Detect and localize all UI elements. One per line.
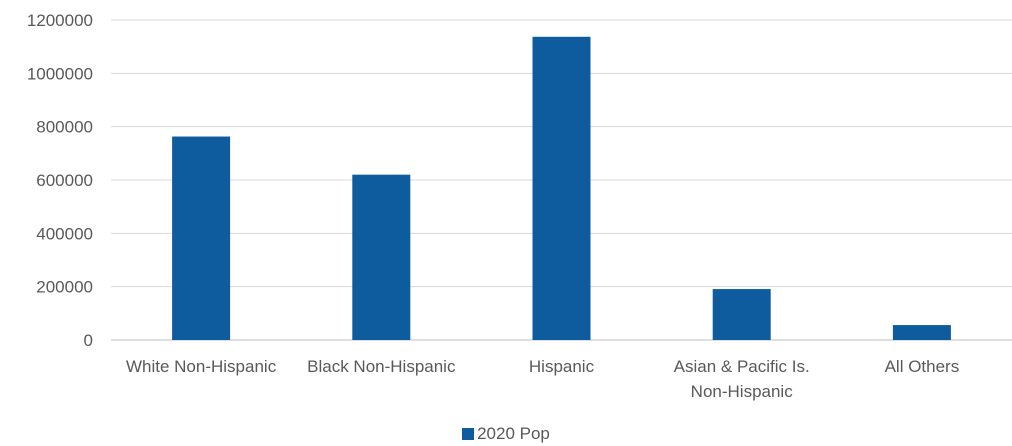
x-tick-label: Black Non-Hispanic	[307, 357, 456, 376]
bar	[352, 174, 411, 340]
x-tick-label: All Others	[885, 357, 960, 376]
y-tick-label: 0	[84, 331, 93, 350]
x-axis-tick-labels: White Non-Hispanic Black Non-Hispanic Hisp…	[126, 357, 959, 401]
x-tick-label: Hispanic	[529, 357, 595, 376]
x-tick-label: White Non-Hispanic	[126, 357, 277, 376]
y-tick-label: 800000	[36, 118, 93, 137]
bars	[172, 36, 951, 341]
y-axis-tick-labels: 0 200000 400000 600000 800000 1000000 1200000	[27, 11, 93, 350]
y-tick-label: 200000	[36, 278, 93, 297]
bar	[532, 36, 591, 341]
legend-label: 2020 Pop	[477, 424, 550, 443]
bar-chart: 020000040000060000080000010000001200000 …	[27, 11, 1012, 401]
y-tick-label: 1200000	[27, 11, 93, 30]
y-tick-label: 600000	[36, 171, 93, 190]
legend-swatch	[462, 428, 475, 440]
bar	[172, 136, 231, 340]
x-tick-label: Asian & Pacific Is.	[674, 357, 810, 376]
bar	[892, 325, 951, 340]
y-tick-label: 400000	[36, 224, 93, 243]
legend: 2020 Pop	[0, 424, 1012, 444]
x-tick-label: Non-Hispanic	[691, 382, 794, 401]
bar	[712, 289, 771, 340]
y-tick-label: 1000000	[27, 64, 93, 83]
